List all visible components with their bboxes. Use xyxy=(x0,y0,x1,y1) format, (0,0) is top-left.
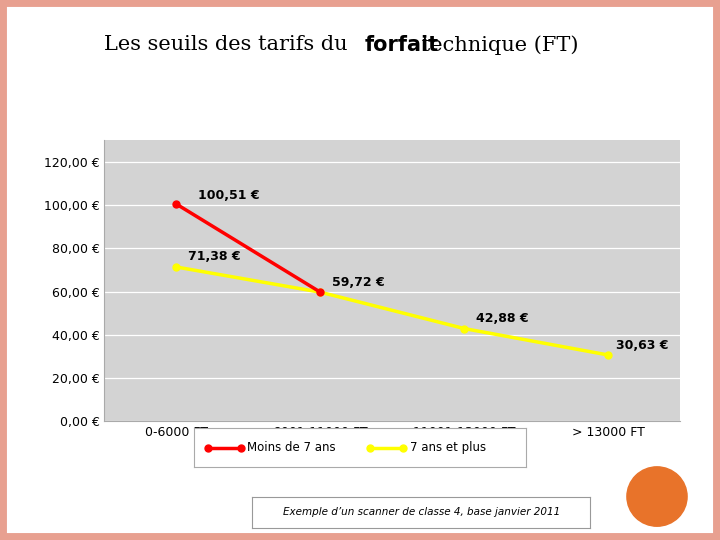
Text: 59,72 €: 59,72 € xyxy=(332,276,384,289)
Text: Les seuils des tarifs du: Les seuils des tarifs du xyxy=(104,35,354,54)
Text: 71,38 €: 71,38 € xyxy=(188,250,240,264)
Text: technique (FT): technique (FT) xyxy=(415,35,578,55)
Text: Moins de 7 ans: Moins de 7 ans xyxy=(248,441,336,454)
Circle shape xyxy=(627,467,687,526)
Text: 7 ans et plus: 7 ans et plus xyxy=(410,441,486,454)
Text: 100,51 €: 100,51 € xyxy=(198,188,260,202)
Text: Exemple d’un scanner de classe 4, base janvier 2011: Exemple d’un scanner de classe 4, base j… xyxy=(282,508,560,517)
Text: 42,88 €: 42,88 € xyxy=(476,312,528,325)
Text: forfait: forfait xyxy=(364,35,438,55)
Text: 30,63 €: 30,63 € xyxy=(616,339,668,352)
